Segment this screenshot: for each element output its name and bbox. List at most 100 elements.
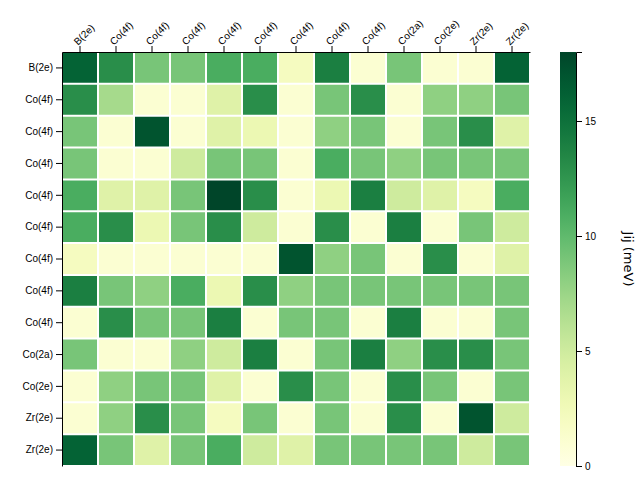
cell <box>98 275 134 307</box>
tick: Zr(2e) <box>26 444 62 455</box>
cell <box>134 275 170 307</box>
tick-label: B(2e) <box>72 22 97 47</box>
cell <box>458 84 494 116</box>
cell <box>242 179 278 211</box>
cell <box>422 370 458 402</box>
tick: Co(4f) <box>25 221 62 232</box>
tick-mark <box>576 351 582 352</box>
cell <box>170 84 206 116</box>
tick-mark <box>56 290 62 291</box>
tick: Co(4f) <box>324 20 351 52</box>
cell <box>422 52 458 84</box>
tick: B(2e) <box>72 22 97 52</box>
cell <box>278 370 314 402</box>
cell <box>242 434 278 466</box>
cell <box>62 339 98 371</box>
grid-line <box>169 52 171 466</box>
tick: Co(2a) <box>22 349 62 360</box>
cell <box>62 402 98 434</box>
tick-label: Co(4f) <box>25 285 53 296</box>
cell <box>206 307 242 339</box>
cell <box>170 339 206 371</box>
cell <box>98 307 134 339</box>
cell <box>350 402 386 434</box>
cell <box>206 179 242 211</box>
cell <box>134 84 170 116</box>
cell <box>458 148 494 180</box>
cell <box>278 148 314 180</box>
cell <box>278 179 314 211</box>
tick-mark <box>512 46 513 52</box>
cell <box>242 148 278 180</box>
grid-line <box>62 338 530 340</box>
tick: Co(4f) <box>25 158 62 169</box>
tick-mark <box>476 46 477 52</box>
colorbar-axis: 051015 <box>576 53 597 472</box>
cell <box>206 275 242 307</box>
colorbar-label: Jij (meV) <box>621 231 636 287</box>
cell <box>386 307 422 339</box>
cell <box>170 402 206 434</box>
cell <box>458 52 494 84</box>
tick: Co(4f) <box>25 285 62 296</box>
cell <box>98 52 134 84</box>
cell <box>386 52 422 84</box>
grid-line <box>62 401 530 403</box>
cell <box>62 52 98 84</box>
tick-label: Co(4f) <box>25 253 53 264</box>
tick: Zr(2e) <box>468 20 495 52</box>
tick: B(2e) <box>29 62 62 73</box>
cell <box>422 307 458 339</box>
cell <box>386 116 422 148</box>
grid-line <box>62 274 530 276</box>
cell <box>278 116 314 148</box>
cell <box>242 211 278 243</box>
cell <box>386 402 422 434</box>
cell <box>206 116 242 148</box>
cell <box>350 307 386 339</box>
tick-mark <box>56 322 62 323</box>
cell <box>98 370 134 402</box>
cell <box>386 370 422 402</box>
cell <box>170 148 206 180</box>
tick-label: Co(4f) <box>25 158 53 169</box>
plot: B(2e) Co(4f) Co(4f) Co(4f) Co(4f) Co(4f) Co(4f… <box>22 18 530 467</box>
grid-line <box>62 433 530 435</box>
cell <box>278 307 314 339</box>
cell <box>278 84 314 116</box>
grid-line <box>62 369 530 371</box>
cell <box>422 243 458 275</box>
grid-line <box>62 52 63 466</box>
cell <box>134 434 170 466</box>
tick-label: Zr(2e) <box>504 20 531 47</box>
cell <box>314 307 350 339</box>
cell <box>134 307 170 339</box>
cell <box>242 402 278 434</box>
cell <box>170 307 206 339</box>
cell <box>458 402 494 434</box>
grid-line <box>385 52 387 466</box>
cell <box>422 434 458 466</box>
cell <box>422 275 458 307</box>
cell <box>62 434 98 466</box>
tick-label: Co(4f) <box>25 190 53 201</box>
cell <box>494 243 530 275</box>
tick-mark <box>56 227 62 228</box>
cell <box>278 339 314 371</box>
tick-label: Co(4f) <box>108 20 135 47</box>
tick-mark <box>260 46 261 52</box>
tick-label: Co(4f) <box>25 317 53 328</box>
cell <box>386 211 422 243</box>
tick: Co(2e) <box>22 381 62 392</box>
cell <box>62 307 98 339</box>
cells <box>62 52 530 466</box>
tick-mark <box>56 450 62 451</box>
cell <box>62 370 98 402</box>
cell <box>422 211 458 243</box>
tick-label: Co(2e) <box>22 381 53 392</box>
cell <box>458 243 494 275</box>
cell <box>350 148 386 180</box>
cell <box>350 52 386 84</box>
cell <box>98 84 134 116</box>
cell <box>134 243 170 275</box>
